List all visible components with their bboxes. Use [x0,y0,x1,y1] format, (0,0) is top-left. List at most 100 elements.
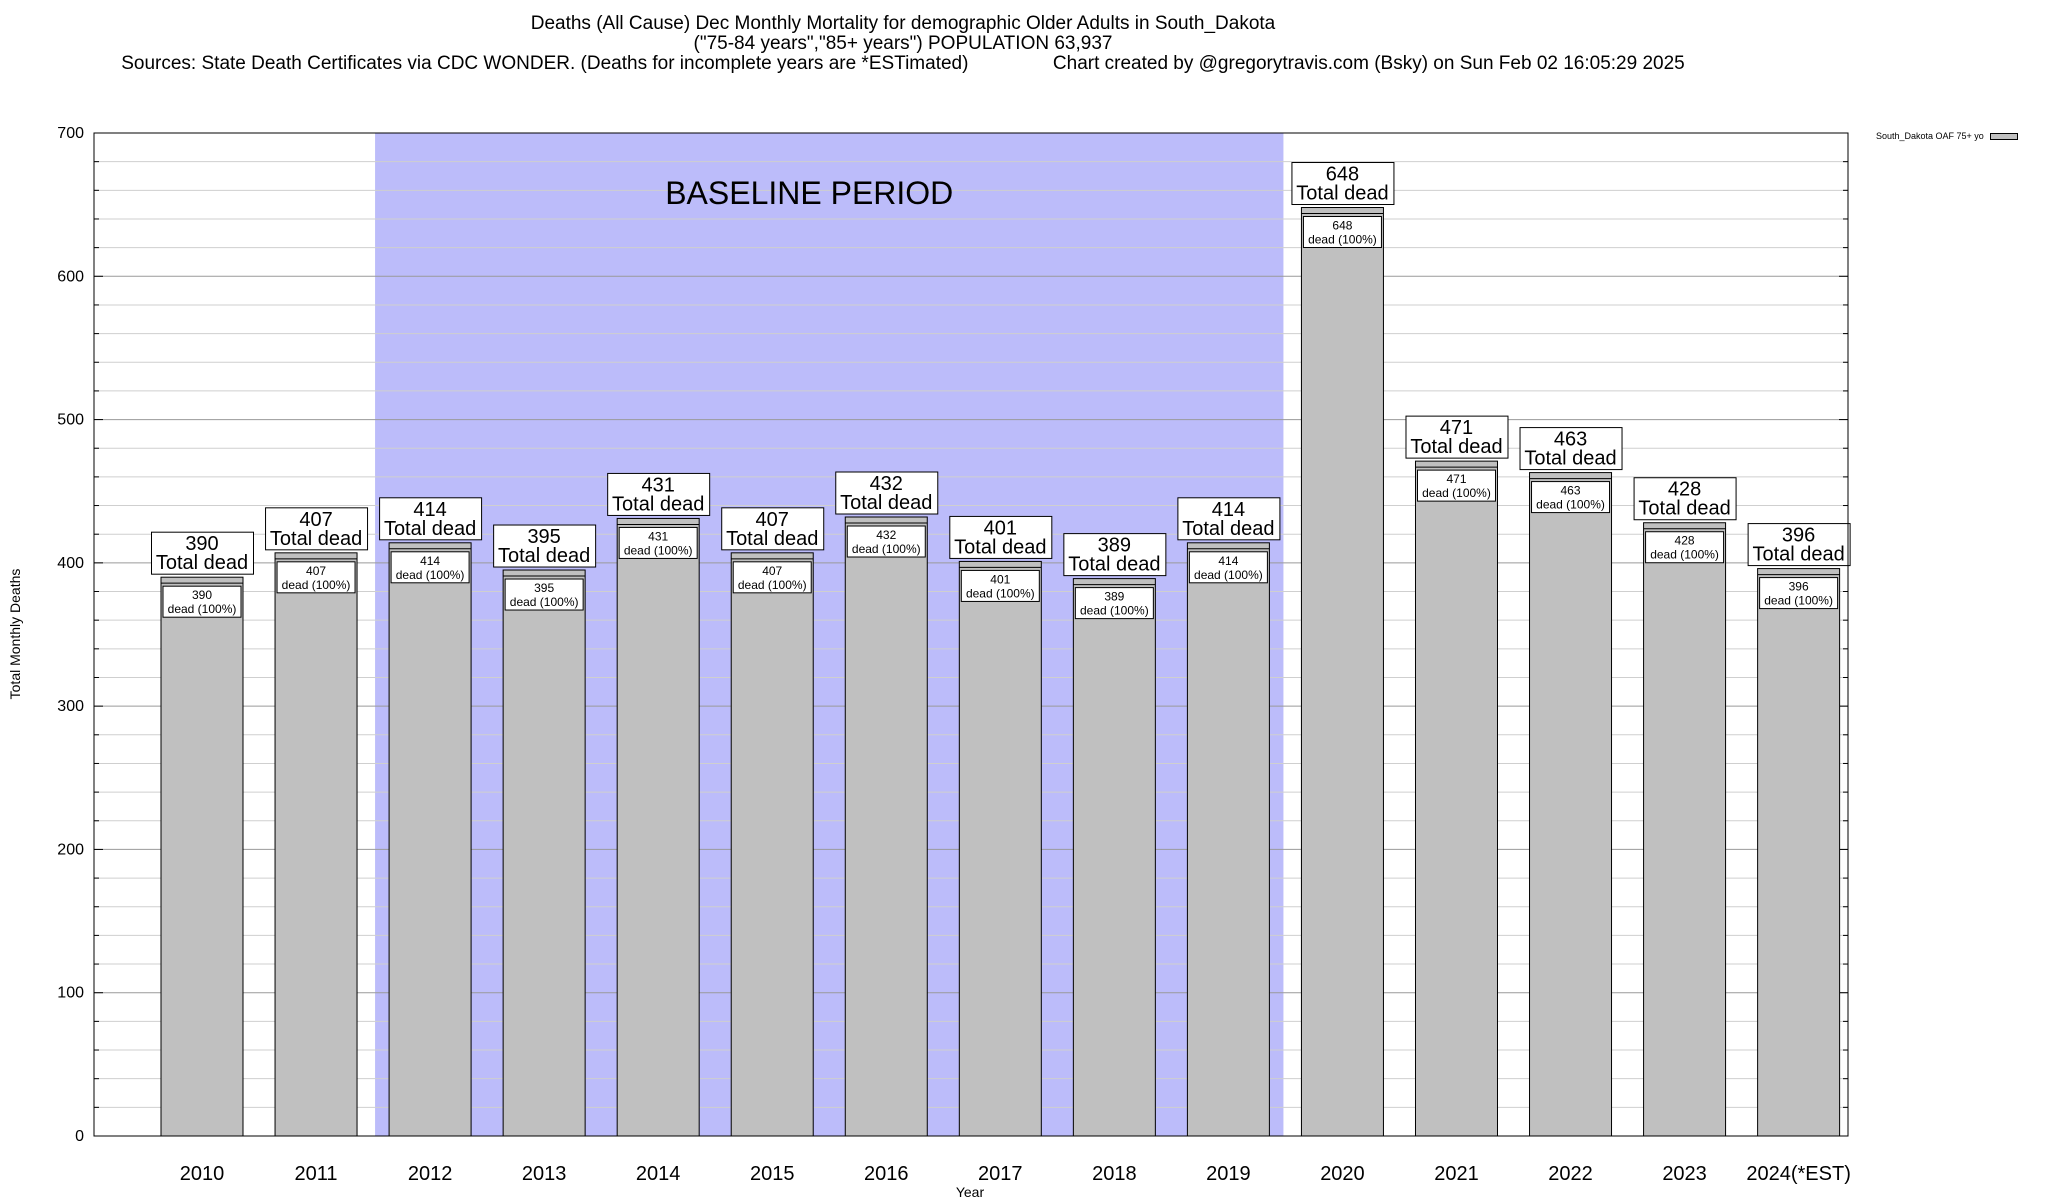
bar [1300,207,1384,1137]
inner-percent-label: dead (100%) [168,602,237,616]
inner-percent-label: dead (100%) [738,578,807,592]
total-value-label: 389 [1098,535,1131,557]
bar [1529,472,1613,1137]
bar [844,516,928,1137]
inner-value-label: 407 [306,564,326,578]
x-tick-label: 2019 [1206,1163,1251,1185]
baseline-label: BASELINE PERIOD [665,175,953,211]
inner-percent-label: dead (100%) [1080,604,1149,618]
x-axis-label: Year [956,1184,985,1200]
x-tick-label: 2018 [1092,1163,1137,1185]
inner-percent-label: dead (100%) [624,543,693,557]
total-text-label: Total dead [954,536,1046,558]
total-value-label: 648 [1326,164,1359,186]
total-value-label: 414 [413,499,446,521]
inner-value-label: 401 [990,572,1010,586]
total-value-label: 414 [1212,499,1245,521]
inner-percent-label: dead (100%) [1764,594,1833,608]
x-tick-label: 2021 [1434,1163,1479,1185]
chart-title-block: Deaths (All Cause) Dec Monthly Mortality… [0,14,1806,74]
y-tick-label: 300 [57,698,84,715]
bar [160,576,244,1137]
inner-percent-label: dead (100%) [966,586,1035,600]
inner-label-box [1531,481,1611,514]
x-tick-label: 2023 [1662,1163,1707,1185]
inner-label-box [162,585,242,618]
x-tick-label: 2020 [1320,1163,1365,1185]
inner-value-label: 396 [1789,580,1809,594]
inner-label-box [1188,551,1268,584]
inner-label-box [1416,469,1496,502]
y-tick-label: 500 [57,412,84,429]
inner-percent-label: dead (100%) [1194,568,1263,582]
inner-value-label: 390 [192,588,212,602]
total-value-label: 431 [641,474,674,496]
total-text-label: Total dead [840,492,932,514]
y-tick-label: 700 [57,125,84,142]
bar [1072,578,1156,1137]
y-tick-label: 200 [57,841,84,858]
inner-percent-label: dead (100%) [510,595,579,609]
credit-text: Chart created by @gregorytravis.com (Bsk… [1052,53,1685,74]
total-value-label: 432 [870,473,903,495]
plot-frame [93,132,1849,1137]
inner-percent-label: dead (100%) [282,578,351,592]
total-text-label: Total dead [498,545,590,567]
total-label-box [1633,477,1737,521]
inner-label-box [390,551,470,584]
total-text-label: Total dead [1524,448,1616,470]
total-label-box [607,472,711,516]
inner-label-box [960,569,1040,602]
total-value-label: 396 [1782,525,1815,547]
y-tick-label: 600 [57,268,84,285]
inner-value-label: 395 [534,581,554,595]
total-value-label: 471 [1440,417,1473,439]
bar [616,517,700,1137]
total-label-box [265,507,369,551]
total-label-box [1519,427,1623,471]
x-tick-label: 2010 [180,1163,225,1185]
inner-percent-label: dead (100%) [396,568,465,582]
bar [388,542,472,1137]
total-text-label: Total dead [1182,518,1274,540]
inner-percent-label: dead (100%) [1650,548,1719,562]
total-text-label: Total dead [1410,436,1502,458]
total-value-label: 401 [984,517,1017,539]
total-label-box [1405,415,1509,459]
total-label-box [1291,162,1395,206]
bar [502,569,586,1137]
sources-text: Sources: State Death Certificates via CD… [121,53,969,74]
total-label-box [151,531,254,575]
total-text-label: Total dead [1068,554,1160,576]
total-text-label: Total dead [612,493,704,515]
x-tick-label: 2017 [978,1163,1023,1185]
inner-percent-label: dead (100%) [1422,486,1491,500]
total-label-box [493,524,597,568]
inner-value-label: 414 [420,554,440,568]
chart-title: Deaths (All Cause) Dec Monthly Mortality… [530,13,1276,34]
inner-label-box [504,578,584,611]
inner-value-label: 428 [1675,534,1695,548]
x-tick-label: 2012 [408,1163,453,1185]
total-value-label: 428 [1668,479,1701,501]
inner-value-label: 407 [762,564,782,578]
bar [1757,568,1841,1137]
total-label-box [949,515,1053,559]
total-label-box [1747,523,1851,567]
x-tick-label: 2016 [864,1163,909,1185]
x-tick-label: 2024(*EST) [1746,1163,1851,1185]
total-text-label: Total dead [384,518,476,540]
bar [1643,522,1727,1137]
x-tick-label: 2022 [1548,1163,1593,1185]
inner-label-box [1759,577,1839,610]
y-tick-label: 400 [57,555,84,572]
legend-swatch [1989,132,2018,140]
y-tick-label: 100 [57,985,84,1002]
total-label-box [1063,533,1167,577]
y-tick-label: 0 [75,1128,84,1145]
total-text-label: Total dead [1638,498,1730,520]
inner-label-box [618,526,698,559]
x-tick-label: 2011 [295,1163,338,1185]
inner-label-box [1645,531,1725,564]
inner-percent-label: dead (100%) [1536,498,1605,512]
